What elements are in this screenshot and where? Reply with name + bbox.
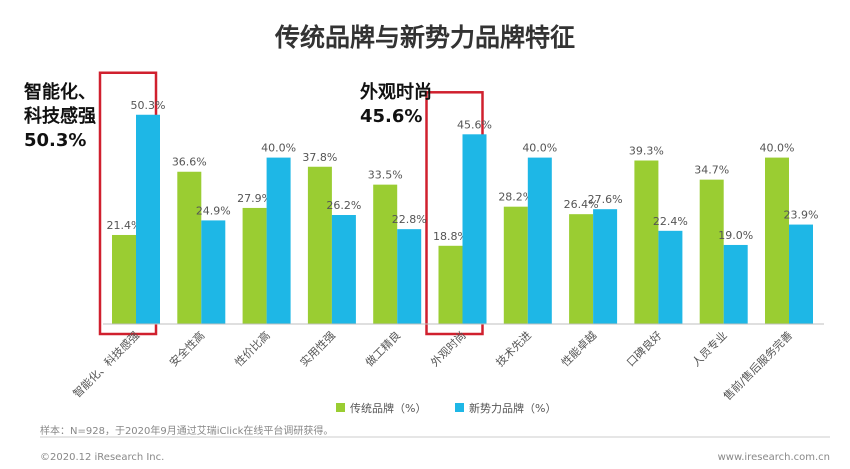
category-label-8: 口碑良好 xyxy=(624,328,665,369)
legend-label-new: 新势力品牌（%） xyxy=(469,401,556,415)
legend: 传统品牌（%） 新势力品牌（%） xyxy=(336,401,556,415)
bar-traditional-9 xyxy=(699,179,724,324)
data-label-traditional-3: 37.8% xyxy=(302,151,337,164)
data-label-traditional-0: 21.4% xyxy=(107,219,142,232)
data-label-new-6: 40.0% xyxy=(522,142,557,155)
callouts: 智能化、科技感强 50.3% 外观时尚 45.6% xyxy=(24,81,432,151)
category-label-1: 安全性高 xyxy=(166,328,207,369)
category-labels: 智能化、科技感强 安全性高 性价比高 实用性强 做工精良 外观时尚 技术先进 性能卓越 口碑良好… xyxy=(70,328,795,403)
bar-traditional-4 xyxy=(373,184,398,324)
bar-new-5 xyxy=(462,134,487,324)
legend-swatch-new xyxy=(455,403,464,412)
bar-traditional-3 xyxy=(307,166,332,324)
data-label-traditional-1: 36.6% xyxy=(172,156,207,169)
bar-new-9 xyxy=(723,244,748,324)
callout-0-line-0: 智能化、 xyxy=(24,81,96,103)
data-label-traditional-6: 28.2% xyxy=(498,191,533,204)
data-label-new-4: 22.8% xyxy=(392,213,427,226)
data-label-new-7: 27.6% xyxy=(588,193,623,206)
category-label-4: 做工精良 xyxy=(362,328,403,369)
bar-traditional-5 xyxy=(438,245,463,324)
data-label-traditional-10: 40.0% xyxy=(760,142,795,155)
data-label-new-2: 40.0% xyxy=(261,142,296,155)
category-label-6: 技术先进 xyxy=(494,329,534,369)
bar-new-2 xyxy=(266,157,291,324)
data-label-traditional-8: 39.3% xyxy=(629,145,664,158)
callout-1-line-1: 45.6% xyxy=(360,106,422,127)
bar-new-8 xyxy=(658,230,683,324)
data-label-new-1: 24.9% xyxy=(196,204,231,217)
category-label-2: 性价比高 xyxy=(232,328,273,369)
callout-0-line-1: 科技感强 xyxy=(24,105,96,127)
category-label-10: 售前/售后服务完善 xyxy=(720,328,795,403)
data-label-traditional-4: 33.5% xyxy=(368,169,403,182)
bar-traditional-1 xyxy=(177,171,202,324)
bar-traditional-6 xyxy=(503,206,528,324)
bar-traditional-10 xyxy=(765,157,789,324)
bar-new-6 xyxy=(527,157,552,324)
category-label-3: 实用性强 xyxy=(297,328,338,369)
category-label-0: 智能化、科技感强 xyxy=(70,328,142,400)
bar-new-4 xyxy=(397,229,422,324)
copyright: ©2020.12 iResearch Inc. xyxy=(40,452,164,463)
bar-new-3 xyxy=(331,215,356,324)
bars: 21.4% 50.3% 36.6% 24.9% 27.9% 40.0% 37.8% 26.2%… xyxy=(107,99,819,324)
footnote: 样本：N=928，于2020年9月通过艾瑞iClick在线平台调研获得。 xyxy=(40,424,333,437)
data-label-new-0: 50.3% xyxy=(131,99,166,112)
callout-1-line-0: 外观时尚 xyxy=(360,81,432,103)
callout-0-line-2: 50.3% xyxy=(24,130,86,151)
bar-traditional-0 xyxy=(112,234,136,324)
data-label-new-9: 19.0% xyxy=(718,229,753,242)
data-label-traditional-7: 26.4% xyxy=(564,198,599,211)
bar-traditional-2 xyxy=(242,207,267,324)
bar-new-0 xyxy=(136,114,160,324)
data-label-traditional-9: 34.7% xyxy=(694,164,729,177)
bar-traditional-7 xyxy=(569,214,594,324)
category-label-7: 性能卓越 xyxy=(558,328,599,369)
category-label-9: 人员专业 xyxy=(689,328,730,369)
data-label-new-8: 22.4% xyxy=(653,215,688,228)
bar-new-10 xyxy=(789,224,813,324)
data-label-new-10: 23.9% xyxy=(784,209,819,222)
data-label-traditional-5: 18.8% xyxy=(433,230,468,243)
legend-swatch-traditional xyxy=(336,403,345,412)
bar-new-7 xyxy=(593,209,618,324)
bar-new-1 xyxy=(201,220,226,324)
data-label-traditional-2: 27.9% xyxy=(237,192,272,205)
bar-traditional-8 xyxy=(634,160,659,324)
data-label-new-3: 26.2% xyxy=(326,199,361,212)
data-label-new-5: 45.6% xyxy=(457,118,492,131)
chart-title: 传统品牌与新势力品牌特征 xyxy=(274,23,575,52)
website: www.iresearch.com.cn xyxy=(718,452,830,463)
legend-label-traditional: 传统品牌（%） xyxy=(350,401,426,415)
